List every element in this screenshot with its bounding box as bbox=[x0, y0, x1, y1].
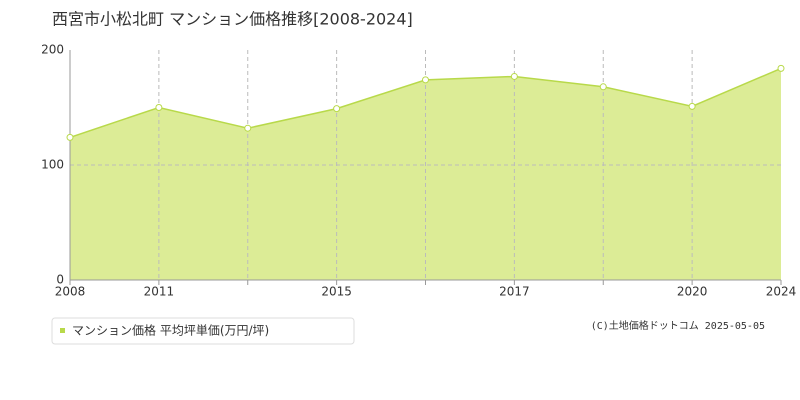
point bbox=[155, 104, 163, 111]
y-tick-label: 100 bbox=[41, 158, 64, 172]
copyright: (C)土地価格ドットコム 2025-05-05 bbox=[591, 319, 765, 332]
x-tick-label: 2008 bbox=[55, 285, 86, 299]
legend-swatch bbox=[60, 328, 65, 333]
x-tick-label: 2015 bbox=[321, 285, 352, 299]
chart-title: 西宮市小松北町 マンション価格推移[2008-2024] bbox=[52, 10, 413, 29]
point bbox=[422, 76, 429, 84]
point bbox=[333, 105, 341, 113]
point bbox=[688, 102, 696, 110]
x-tick-label: 2011 bbox=[144, 285, 175, 299]
y-tick-label: 200 bbox=[41, 43, 64, 57]
legend-box bbox=[51, 317, 355, 345]
x-tick-label: 2020 bbox=[677, 285, 708, 299]
point bbox=[66, 133, 74, 141]
point bbox=[777, 64, 785, 72]
x-tick-label: 2024 bbox=[766, 285, 797, 299]
legend-label: マンション価格 平均坪単価(万円/坪) bbox=[72, 323, 269, 338]
point bbox=[599, 83, 607, 91]
x-tick-label: 2017 bbox=[499, 285, 530, 299]
point bbox=[510, 72, 518, 80]
y-tick-label: 0 bbox=[56, 273, 64, 287]
point bbox=[244, 124, 252, 132]
